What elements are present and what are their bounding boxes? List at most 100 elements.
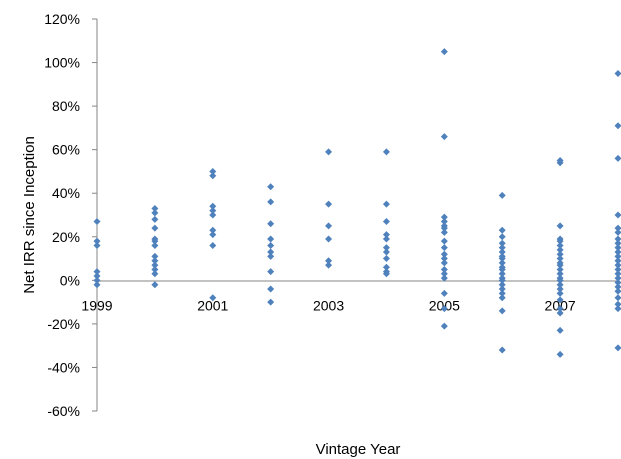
data-point [267, 248, 275, 256]
data-point [614, 344, 621, 352]
data-point [556, 265, 564, 273]
data-point [209, 231, 217, 239]
data-point [440, 244, 448, 252]
data-point [151, 261, 159, 269]
data-point [614, 244, 621, 252]
data-point [382, 255, 390, 263]
data-point [325, 222, 333, 230]
x-axis-title: Vintage Year [316, 441, 401, 458]
data-point [498, 307, 506, 315]
x-tick-label: 2001 [197, 297, 228, 313]
y-tick-label: 120% [44, 11, 80, 27]
data-point [556, 296, 564, 304]
data-point [382, 270, 390, 278]
data-point [614, 283, 621, 291]
data-point [93, 276, 101, 284]
data-point [614, 270, 621, 278]
y-tick-label: -60% [47, 403, 80, 419]
data-point [440, 270, 448, 278]
data-point [151, 257, 159, 265]
data-point [151, 209, 159, 217]
data-point [267, 268, 275, 276]
data-point [440, 237, 448, 245]
data-point [267, 285, 275, 293]
data-point [382, 218, 390, 226]
data-point [498, 265, 506, 273]
data-point [267, 198, 275, 206]
y-tick-label: 60% [52, 142, 80, 158]
data-point [498, 244, 506, 252]
data-point [93, 241, 101, 249]
data-point [325, 257, 333, 265]
data-point [614, 257, 621, 265]
data-point [556, 309, 564, 317]
data-point [151, 265, 159, 273]
data-point [325, 148, 333, 156]
data-point [614, 261, 621, 269]
data-point [556, 305, 564, 313]
data-point [556, 250, 564, 258]
data-point [556, 237, 564, 245]
data-point [498, 233, 506, 241]
data-point [440, 250, 448, 258]
data-point [267, 183, 275, 191]
data-point [267, 220, 275, 228]
data-point [498, 255, 506, 263]
y-tick-label: -20% [47, 316, 80, 332]
data-point [382, 248, 390, 256]
data-point [614, 211, 621, 219]
data-point [382, 200, 390, 208]
data-point [556, 289, 564, 297]
data-point [440, 289, 448, 297]
data-point [440, 255, 448, 263]
data-point [151, 224, 159, 232]
y-tick-label: -40% [47, 359, 80, 375]
data-point [382, 244, 390, 252]
data-point [498, 248, 506, 256]
data-point [614, 274, 621, 282]
data-point [267, 235, 275, 243]
y-axis-tick-marks [92, 18, 97, 412]
data-point [93, 281, 101, 289]
data-point [556, 281, 564, 289]
data-point [614, 287, 621, 295]
y-tick-label: 0% [60, 272, 80, 288]
data-point [325, 200, 333, 208]
data-point [556, 270, 564, 278]
data-point [267, 298, 275, 306]
data-point [498, 285, 506, 293]
data-point [498, 281, 506, 289]
data-point [556, 285, 564, 293]
data-point [556, 350, 564, 358]
data-point [556, 241, 564, 249]
data-point [267, 241, 275, 249]
data-point [151, 204, 159, 212]
data-point [498, 239, 506, 247]
data-point [440, 133, 448, 141]
data-point [93, 268, 101, 276]
data-point [498, 259, 506, 267]
data-point [614, 279, 621, 287]
data-point [440, 228, 448, 236]
data-point [556, 222, 564, 230]
data-point [498, 294, 506, 302]
data-point [614, 252, 621, 260]
data-point [209, 211, 217, 219]
data-point [151, 281, 159, 289]
data-point [440, 265, 448, 273]
y-axis-title: Net IRR since Inception [21, 136, 38, 294]
data-point [93, 272, 101, 280]
y-axis-tick-labels: 120% 100% 80% 60% 40% 20% 0% -20% -40% -60% [44, 11, 80, 419]
data-point [556, 246, 564, 254]
data-point [382, 235, 390, 243]
x-tick-label: 1999 [81, 297, 112, 313]
data-point [209, 167, 217, 175]
data-point [614, 122, 621, 130]
x-tick-label: 2003 [313, 297, 344, 313]
data-point [151, 241, 159, 249]
data-point [382, 148, 390, 156]
data-point [498, 346, 506, 354]
data-point [498, 289, 506, 297]
data-point [209, 294, 217, 302]
